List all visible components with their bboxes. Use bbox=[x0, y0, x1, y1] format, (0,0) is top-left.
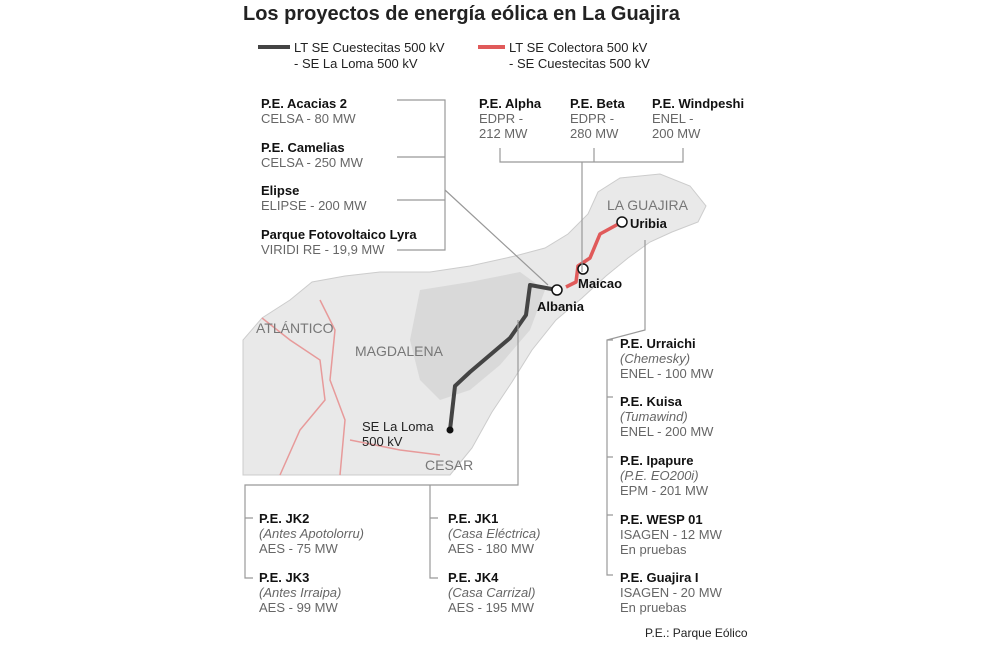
project-name: P.E. Beta bbox=[570, 96, 625, 111]
connectors bbox=[244, 99, 684, 579]
project-name: P.E. JK1 bbox=[448, 511, 498, 526]
footnote: P.E.: Parque Eólico bbox=[645, 626, 748, 640]
project-name: P.E. Kuisa bbox=[620, 394, 683, 409]
project-detail: EPM - 201 MW bbox=[620, 483, 709, 498]
project-name: P.E. JK2 bbox=[259, 511, 309, 526]
project-detail: ISAGEN - 20 MW bbox=[620, 585, 723, 600]
project-name: P.E. Urraichi bbox=[620, 336, 696, 351]
project-detail: En pruebas bbox=[620, 542, 687, 557]
project-detail: AES - 99 MW bbox=[259, 600, 338, 615]
project-detail: ENEL - 100 MW bbox=[620, 366, 714, 381]
project-alias: (Chemesky) bbox=[620, 351, 690, 366]
project-name: P.E. JK3 bbox=[259, 570, 309, 585]
place-label: Maicao bbox=[578, 276, 622, 291]
project-detail: ELIPSE - 200 MW bbox=[261, 198, 367, 213]
region-label: ATLÁNTICO bbox=[256, 320, 334, 336]
project-name: P.E. WESP 01 bbox=[620, 512, 703, 527]
project-detail: AES - 180 MW bbox=[448, 541, 535, 556]
project-name: Elipse bbox=[261, 183, 299, 198]
region-label: CESAR bbox=[425, 457, 473, 473]
project-name: P.E. Alpha bbox=[479, 96, 542, 111]
region-label: MAGDALENA bbox=[355, 343, 444, 359]
map bbox=[242, 173, 707, 476]
project-detail: 200 MW bbox=[652, 126, 701, 141]
project-detail: AES - 195 MW bbox=[448, 600, 535, 615]
project-detail: 280 MW bbox=[570, 126, 619, 141]
project-alias: (Antes Irraipa) bbox=[259, 585, 341, 600]
project-detail: ENEL - bbox=[652, 111, 693, 126]
project-name: P.E. Ipapure bbox=[620, 453, 693, 468]
project-detail: ISAGEN - 12 MW bbox=[620, 527, 723, 542]
project-detail: VIRIDI RE - 19,9 MW bbox=[261, 242, 385, 257]
project-detail: AES - 75 MW bbox=[259, 541, 338, 556]
project-name: P.E. Acacias 2 bbox=[261, 96, 347, 111]
place-label: SE La Loma bbox=[362, 419, 434, 434]
project-detail: EDPR - bbox=[570, 111, 614, 126]
project-detail: 212 MW bbox=[479, 126, 528, 141]
project-name: P.E. Windpeshi bbox=[652, 96, 744, 111]
project-alias: (P.E. EO200i) bbox=[620, 468, 699, 483]
project-alias: (Tumawind) bbox=[620, 409, 688, 424]
project-alias: (Antes Apotolorru) bbox=[259, 526, 364, 541]
legend-text: - SE Cuestecitas 500 kV bbox=[509, 56, 650, 71]
project-alias: (Casa Carrizal) bbox=[448, 585, 535, 600]
place-label: 500 kV bbox=[362, 434, 403, 449]
project-detail: En pruebas bbox=[620, 600, 687, 615]
project-detail: EDPR - bbox=[479, 111, 523, 126]
legend-text: LT SE Colectora 500 kV bbox=[509, 40, 648, 55]
region-label: LA GUAJIRA bbox=[607, 197, 689, 213]
project-detail: CELSA - 250 MW bbox=[261, 155, 364, 170]
legend-text: - SE La Loma 500 kV bbox=[294, 56, 418, 71]
project-name: P.E. JK4 bbox=[448, 570, 499, 585]
place-label: Uribia bbox=[630, 216, 668, 231]
project-detail: ENEL - 200 MW bbox=[620, 424, 714, 439]
title: Los proyectos de energía eólica en La Gu… bbox=[243, 3, 681, 25]
legend-text: LT SE Cuestecitas 500 kV bbox=[294, 40, 445, 55]
project-alias: (Casa Eléctrica) bbox=[448, 526, 540, 541]
place-label: Albania bbox=[537, 299, 585, 314]
project-detail: CELSA - 80 MW bbox=[261, 111, 356, 126]
project-name: P.E. Camelias bbox=[261, 140, 345, 155]
project-name: Parque Fotovoltaico Lyra bbox=[261, 227, 417, 242]
project-name: P.E. Guajira I bbox=[620, 570, 699, 585]
